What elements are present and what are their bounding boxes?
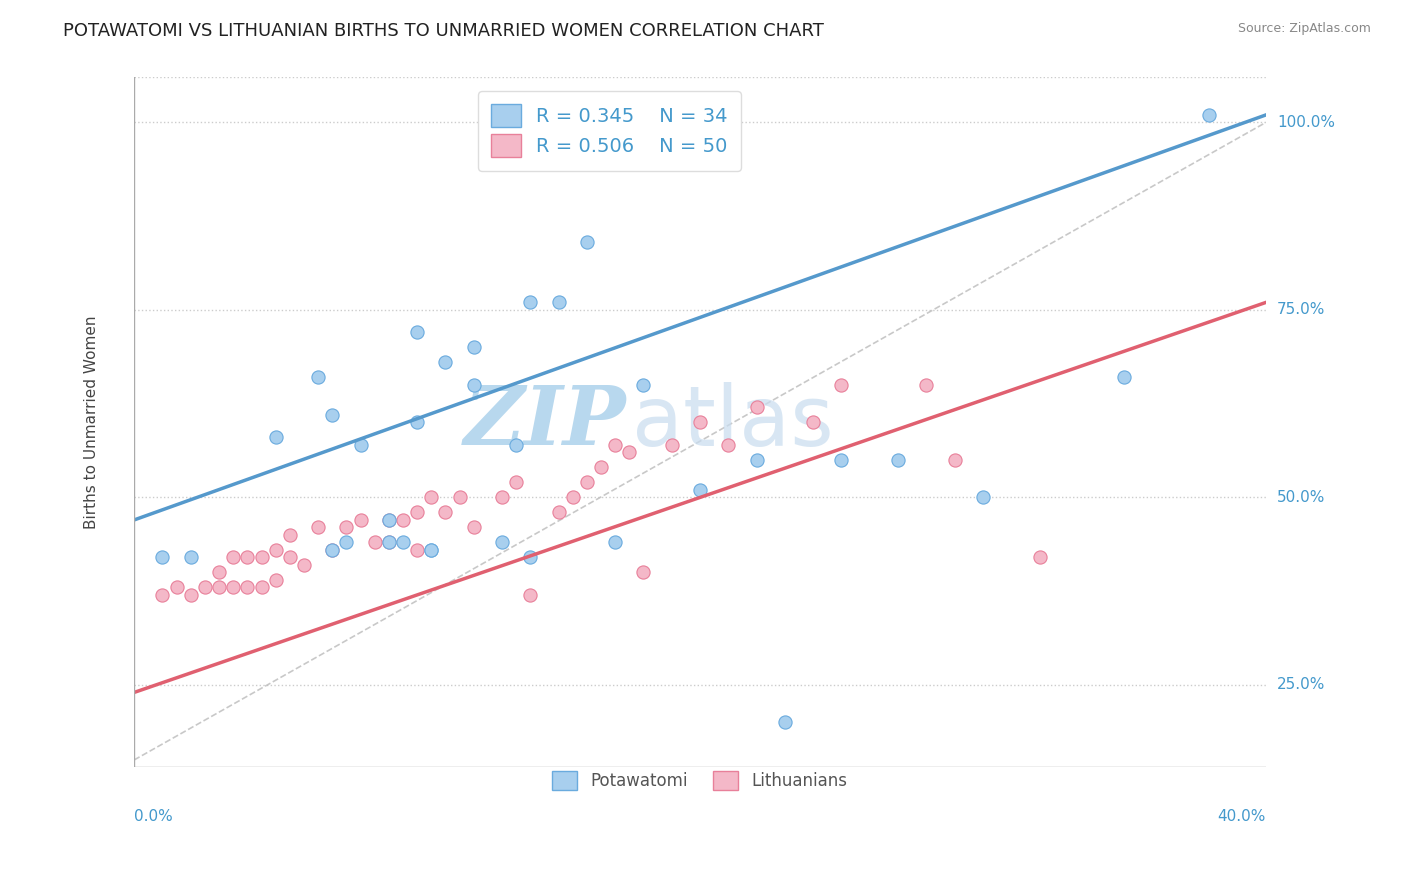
Point: [406, 326, 429, 340]
Text: 40.0%: 40.0%: [1218, 809, 1265, 823]
Point: [633, 378, 655, 392]
Text: POTAWATOMI VS LITHUANIAN BIRTHS TO UNMARRIED WOMEN CORRELATION CHART: POTAWATOMI VS LITHUANIAN BIRTHS TO UNMAR…: [63, 22, 824, 40]
Point: [463, 378, 485, 392]
Point: [689, 416, 711, 430]
Text: ZIP: ZIP: [464, 383, 627, 462]
Point: [519, 588, 541, 602]
Text: atlas: atlas: [633, 382, 834, 463]
Point: [180, 588, 202, 602]
Text: 50.0%: 50.0%: [1277, 490, 1326, 505]
Point: [194, 581, 217, 595]
Point: [250, 581, 273, 595]
Point: [831, 378, 853, 392]
Text: 0.0%: 0.0%: [134, 809, 173, 823]
Point: [378, 535, 401, 549]
Point: [208, 566, 231, 580]
Point: [378, 513, 401, 527]
Point: [278, 528, 301, 542]
Point: [505, 475, 527, 490]
Point: [689, 483, 711, 497]
Point: [335, 535, 357, 549]
Point: [575, 475, 598, 490]
Point: [463, 340, 485, 354]
Point: [307, 520, 329, 534]
Legend: Potawatomi, Lithuanians: Potawatomi, Lithuanians: [546, 764, 855, 797]
Point: [363, 535, 385, 549]
Point: [222, 550, 245, 565]
Point: [972, 491, 994, 505]
Point: [605, 438, 627, 452]
Point: [1198, 108, 1220, 122]
Point: [420, 491, 443, 505]
Point: [491, 535, 513, 549]
Point: [547, 295, 569, 310]
Point: [349, 438, 371, 452]
Point: [619, 445, 641, 459]
Point: [236, 581, 259, 595]
Text: Source: ZipAtlas.com: Source: ZipAtlas.com: [1237, 22, 1371, 36]
Point: [378, 513, 401, 527]
Point: [575, 235, 598, 250]
Point: [321, 408, 343, 422]
Text: 75.0%: 75.0%: [1277, 302, 1326, 318]
Point: [420, 543, 443, 558]
Point: [264, 543, 287, 558]
Point: [392, 535, 415, 549]
Point: [250, 550, 273, 565]
Point: [1028, 550, 1050, 565]
Point: [292, 558, 315, 572]
Point: [321, 543, 343, 558]
Point: [406, 543, 429, 558]
Point: [222, 581, 245, 595]
Point: [943, 453, 966, 467]
Point: [152, 588, 174, 602]
Point: [561, 491, 583, 505]
Point: [420, 543, 443, 558]
Point: [1114, 370, 1136, 384]
Point: [505, 438, 527, 452]
Point: [661, 438, 683, 452]
Point: [236, 550, 259, 565]
Point: [378, 535, 401, 549]
Point: [264, 430, 287, 444]
Point: [278, 550, 301, 565]
Point: [547, 505, 569, 519]
Point: [745, 401, 768, 415]
Point: [519, 295, 541, 310]
Point: [208, 581, 231, 595]
Point: [307, 370, 329, 384]
Point: [773, 715, 796, 730]
Point: [392, 513, 415, 527]
Point: [335, 520, 357, 534]
Text: Births to Unmarried Women: Births to Unmarried Women: [84, 316, 98, 529]
Text: 25.0%: 25.0%: [1277, 677, 1326, 692]
Point: [406, 416, 429, 430]
Point: [321, 543, 343, 558]
Point: [406, 505, 429, 519]
Point: [915, 378, 938, 392]
Point: [589, 460, 612, 475]
Point: [831, 453, 853, 467]
Point: [180, 550, 202, 565]
Point: [717, 438, 740, 452]
Point: [745, 453, 768, 467]
Point: [491, 491, 513, 505]
Point: [463, 520, 485, 534]
Point: [166, 581, 188, 595]
Point: [605, 535, 627, 549]
Point: [519, 550, 541, 565]
Point: [449, 491, 471, 505]
Point: [264, 573, 287, 587]
Point: [801, 416, 824, 430]
Text: 100.0%: 100.0%: [1277, 115, 1336, 130]
Point: [152, 550, 174, 565]
Point: [434, 355, 457, 369]
Point: [633, 566, 655, 580]
Point: [349, 513, 371, 527]
Point: [887, 453, 910, 467]
Point: [434, 505, 457, 519]
